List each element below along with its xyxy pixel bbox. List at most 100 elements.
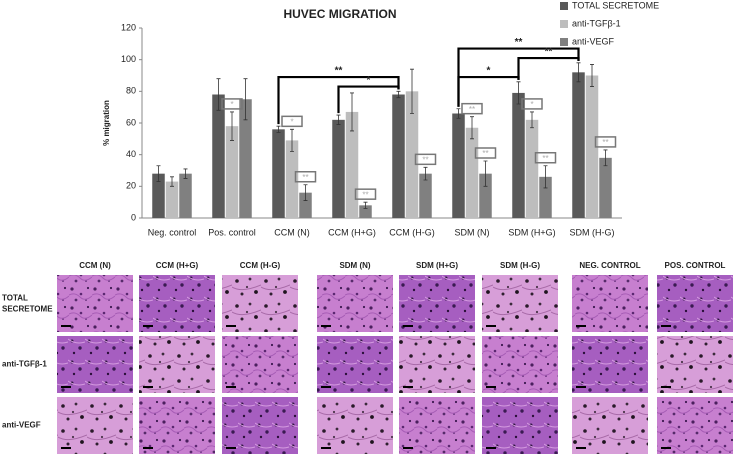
error-bar — [336, 114, 341, 125]
significance-label: ** — [545, 47, 553, 58]
column-label: SDM (N) — [339, 261, 370, 270]
micrograph — [572, 275, 648, 332]
significance-bracket — [517, 56, 580, 80]
mark-label: ** — [602, 138, 608, 147]
error-bar — [230, 111, 234, 141]
mark-label: ** — [362, 190, 368, 199]
mark-label: ** — [542, 154, 548, 163]
micrograph — [482, 397, 558, 454]
bar — [512, 92, 525, 218]
mark-box — [281, 115, 303, 128]
legend-label: anti-VEGF — [572, 36, 615, 46]
bar — [585, 75, 599, 218]
error-bar — [543, 165, 548, 189]
micrograph — [657, 275, 733, 332]
x-tick-label: Pos. control — [208, 227, 256, 237]
scale-bar — [321, 447, 331, 449]
error-bar — [576, 62, 581, 83]
bar — [465, 127, 479, 218]
micrograph — [222, 397, 298, 454]
error-bar — [183, 168, 188, 179]
scale-bar — [486, 386, 496, 388]
row-label: anti-VEGF — [2, 421, 41, 430]
micrograph — [657, 397, 733, 454]
chart-title: HUVEC MIGRATION — [283, 7, 396, 21]
mark-box — [534, 152, 557, 164]
micrograph — [139, 275, 215, 332]
scale-bar — [403, 447, 413, 449]
scale-bar — [226, 325, 236, 327]
scale-bar — [486, 447, 496, 449]
legend-label: anti-TGFβ-1 — [572, 18, 621, 28]
scale-bar — [321, 386, 331, 388]
micrograph — [399, 397, 475, 454]
micrograph — [317, 336, 393, 393]
bar — [225, 126, 239, 218]
scale-bar — [61, 447, 71, 449]
error-bar — [350, 92, 354, 132]
bar — [272, 129, 285, 218]
scale-bar — [661, 447, 671, 449]
bar — [479, 173, 492, 218]
mark-label: ** — [482, 149, 488, 158]
scale-bar — [661, 325, 671, 327]
error-bar — [243, 78, 248, 121]
micrograph — [482, 275, 558, 332]
bar — [525, 119, 539, 218]
bar — [392, 94, 405, 218]
column-label: CCM (N) — [79, 261, 111, 270]
scale-bar — [403, 386, 413, 388]
error-bar — [603, 149, 608, 167]
significance-bracket — [457, 75, 520, 107]
scale-bar — [576, 386, 586, 388]
bar — [165, 181, 179, 218]
bar — [405, 91, 419, 218]
error-bar — [290, 128, 294, 152]
micrograph — [399, 275, 475, 332]
bar — [299, 192, 312, 218]
legend-swatch — [560, 38, 568, 46]
column-label: NEG. CONTROL — [579, 261, 640, 270]
mark-label: ** — [302, 173, 308, 182]
micrograph — [139, 336, 215, 393]
error-bar — [590, 64, 594, 87]
mark-label: * — [290, 117, 293, 126]
legend-swatch — [560, 2, 568, 10]
error-bar — [530, 111, 534, 129]
y-tick-label: 40 — [126, 149, 136, 159]
bar — [572, 72, 585, 218]
mark-box — [461, 102, 483, 115]
bar — [359, 205, 372, 218]
significance-label: * — [367, 75, 371, 86]
column-label: SDM (H-G) — [500, 261, 540, 270]
bar — [419, 173, 432, 218]
micrograph — [317, 275, 393, 332]
column-label: CCM (H+G) — [156, 261, 199, 270]
column-label: POS. CONTROL — [665, 261, 726, 270]
mark-label: * — [530, 100, 533, 109]
mark-label: ** — [422, 155, 428, 164]
micrograph-grid: CCM (N) CCM (H+G) CCM (H-G) SDM (N) SDM (H+G… — [2, 261, 733, 454]
scale-bar — [143, 325, 153, 327]
micrograph — [57, 336, 133, 393]
bar — [179, 173, 192, 218]
significance-label: * — [487, 66, 491, 77]
error-bar — [396, 90, 401, 99]
scale-bar — [226, 447, 236, 449]
error-bar — [303, 184, 308, 201]
x-tick-label: SDM (N) — [455, 227, 490, 237]
y-tick-label: 80 — [126, 86, 136, 96]
x-tick-label: Neg. control — [148, 227, 197, 237]
y-tick-label: 20 — [126, 181, 136, 191]
mark-box — [354, 188, 377, 200]
micrograph — [57, 275, 133, 332]
micrograph — [482, 336, 558, 393]
scale-bar — [61, 386, 71, 388]
mark-label: * — [230, 100, 233, 109]
x-tick-label: CCM (H-G) — [389, 227, 435, 237]
micrograph — [657, 336, 733, 393]
error-bar — [170, 176, 174, 187]
bar — [152, 173, 165, 218]
micrograph — [572, 336, 648, 393]
scale-bar — [226, 386, 236, 388]
